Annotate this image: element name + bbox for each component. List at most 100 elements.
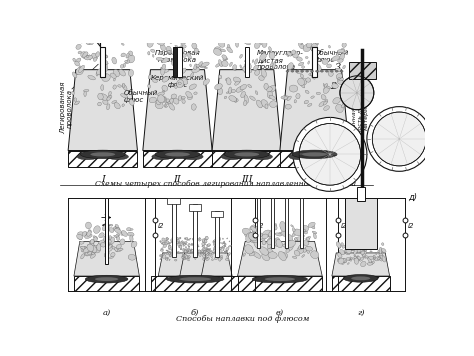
Ellipse shape [87, 231, 91, 236]
Ellipse shape [248, 233, 257, 241]
Ellipse shape [199, 238, 201, 241]
Ellipse shape [180, 249, 182, 250]
Ellipse shape [76, 67, 83, 75]
Ellipse shape [168, 243, 170, 245]
Polygon shape [143, 70, 212, 151]
Ellipse shape [284, 96, 287, 100]
Ellipse shape [107, 104, 110, 110]
Ellipse shape [294, 100, 296, 103]
Ellipse shape [339, 53, 345, 61]
Ellipse shape [104, 74, 106, 75]
Ellipse shape [310, 73, 315, 79]
Ellipse shape [204, 244, 206, 245]
Ellipse shape [87, 244, 94, 251]
Ellipse shape [216, 248, 218, 250]
Ellipse shape [192, 244, 194, 245]
Ellipse shape [78, 51, 82, 54]
Ellipse shape [180, 246, 182, 247]
Ellipse shape [179, 47, 184, 53]
Ellipse shape [105, 63, 108, 64]
Ellipse shape [313, 233, 316, 239]
Ellipse shape [87, 40, 93, 45]
Ellipse shape [296, 70, 302, 73]
Ellipse shape [89, 242, 92, 244]
Bar [312, 47, 317, 77]
Ellipse shape [228, 44, 230, 50]
Ellipse shape [332, 56, 339, 61]
Ellipse shape [225, 251, 227, 253]
Ellipse shape [379, 255, 383, 258]
Circle shape [299, 124, 361, 185]
Ellipse shape [103, 38, 108, 41]
Ellipse shape [310, 46, 317, 52]
Ellipse shape [215, 251, 217, 252]
Ellipse shape [358, 248, 361, 250]
Ellipse shape [166, 253, 168, 255]
Ellipse shape [118, 85, 121, 87]
Ellipse shape [182, 252, 184, 255]
Ellipse shape [194, 241, 197, 245]
Ellipse shape [224, 96, 227, 99]
Ellipse shape [167, 101, 171, 104]
Ellipse shape [299, 245, 303, 250]
Ellipse shape [175, 45, 178, 47]
Ellipse shape [162, 85, 168, 91]
Ellipse shape [346, 248, 351, 254]
Ellipse shape [189, 239, 190, 240]
Ellipse shape [181, 40, 186, 44]
Ellipse shape [176, 34, 179, 39]
Ellipse shape [308, 222, 315, 227]
Text: Порошковая
проволока: Порошковая проволока [155, 51, 201, 63]
Ellipse shape [184, 255, 187, 257]
Ellipse shape [183, 244, 184, 245]
Ellipse shape [255, 91, 258, 95]
Ellipse shape [337, 259, 340, 262]
Ellipse shape [213, 249, 216, 252]
Ellipse shape [224, 252, 226, 253]
Ellipse shape [148, 51, 150, 55]
Ellipse shape [94, 246, 98, 250]
Ellipse shape [188, 251, 189, 252]
Ellipse shape [169, 248, 173, 250]
Ellipse shape [75, 61, 80, 66]
Ellipse shape [324, 84, 328, 91]
Ellipse shape [308, 104, 312, 106]
Ellipse shape [96, 52, 100, 57]
Ellipse shape [160, 44, 165, 51]
Ellipse shape [344, 250, 346, 252]
Ellipse shape [215, 84, 222, 90]
Ellipse shape [112, 100, 117, 104]
Ellipse shape [190, 249, 191, 251]
Ellipse shape [86, 248, 92, 252]
Ellipse shape [179, 237, 180, 239]
Ellipse shape [340, 70, 343, 72]
Ellipse shape [184, 238, 186, 239]
Ellipse shape [365, 256, 369, 259]
Ellipse shape [86, 40, 90, 44]
Ellipse shape [250, 96, 255, 100]
Ellipse shape [98, 93, 103, 100]
Ellipse shape [109, 37, 114, 39]
Ellipse shape [244, 39, 251, 42]
Ellipse shape [203, 79, 210, 85]
Ellipse shape [337, 78, 344, 82]
Ellipse shape [182, 68, 186, 73]
Ellipse shape [119, 35, 123, 39]
Ellipse shape [164, 96, 168, 104]
Ellipse shape [350, 257, 352, 260]
Ellipse shape [291, 70, 294, 72]
Ellipse shape [281, 96, 290, 99]
Ellipse shape [259, 247, 268, 255]
Ellipse shape [194, 257, 196, 260]
Ellipse shape [193, 256, 196, 258]
Ellipse shape [205, 251, 206, 252]
Ellipse shape [338, 258, 344, 264]
Ellipse shape [219, 247, 221, 249]
Ellipse shape [155, 150, 200, 159]
Ellipse shape [227, 47, 233, 53]
Ellipse shape [112, 246, 116, 250]
Ellipse shape [128, 69, 134, 77]
Ellipse shape [204, 67, 208, 69]
Ellipse shape [269, 47, 272, 51]
Ellipse shape [93, 236, 98, 239]
